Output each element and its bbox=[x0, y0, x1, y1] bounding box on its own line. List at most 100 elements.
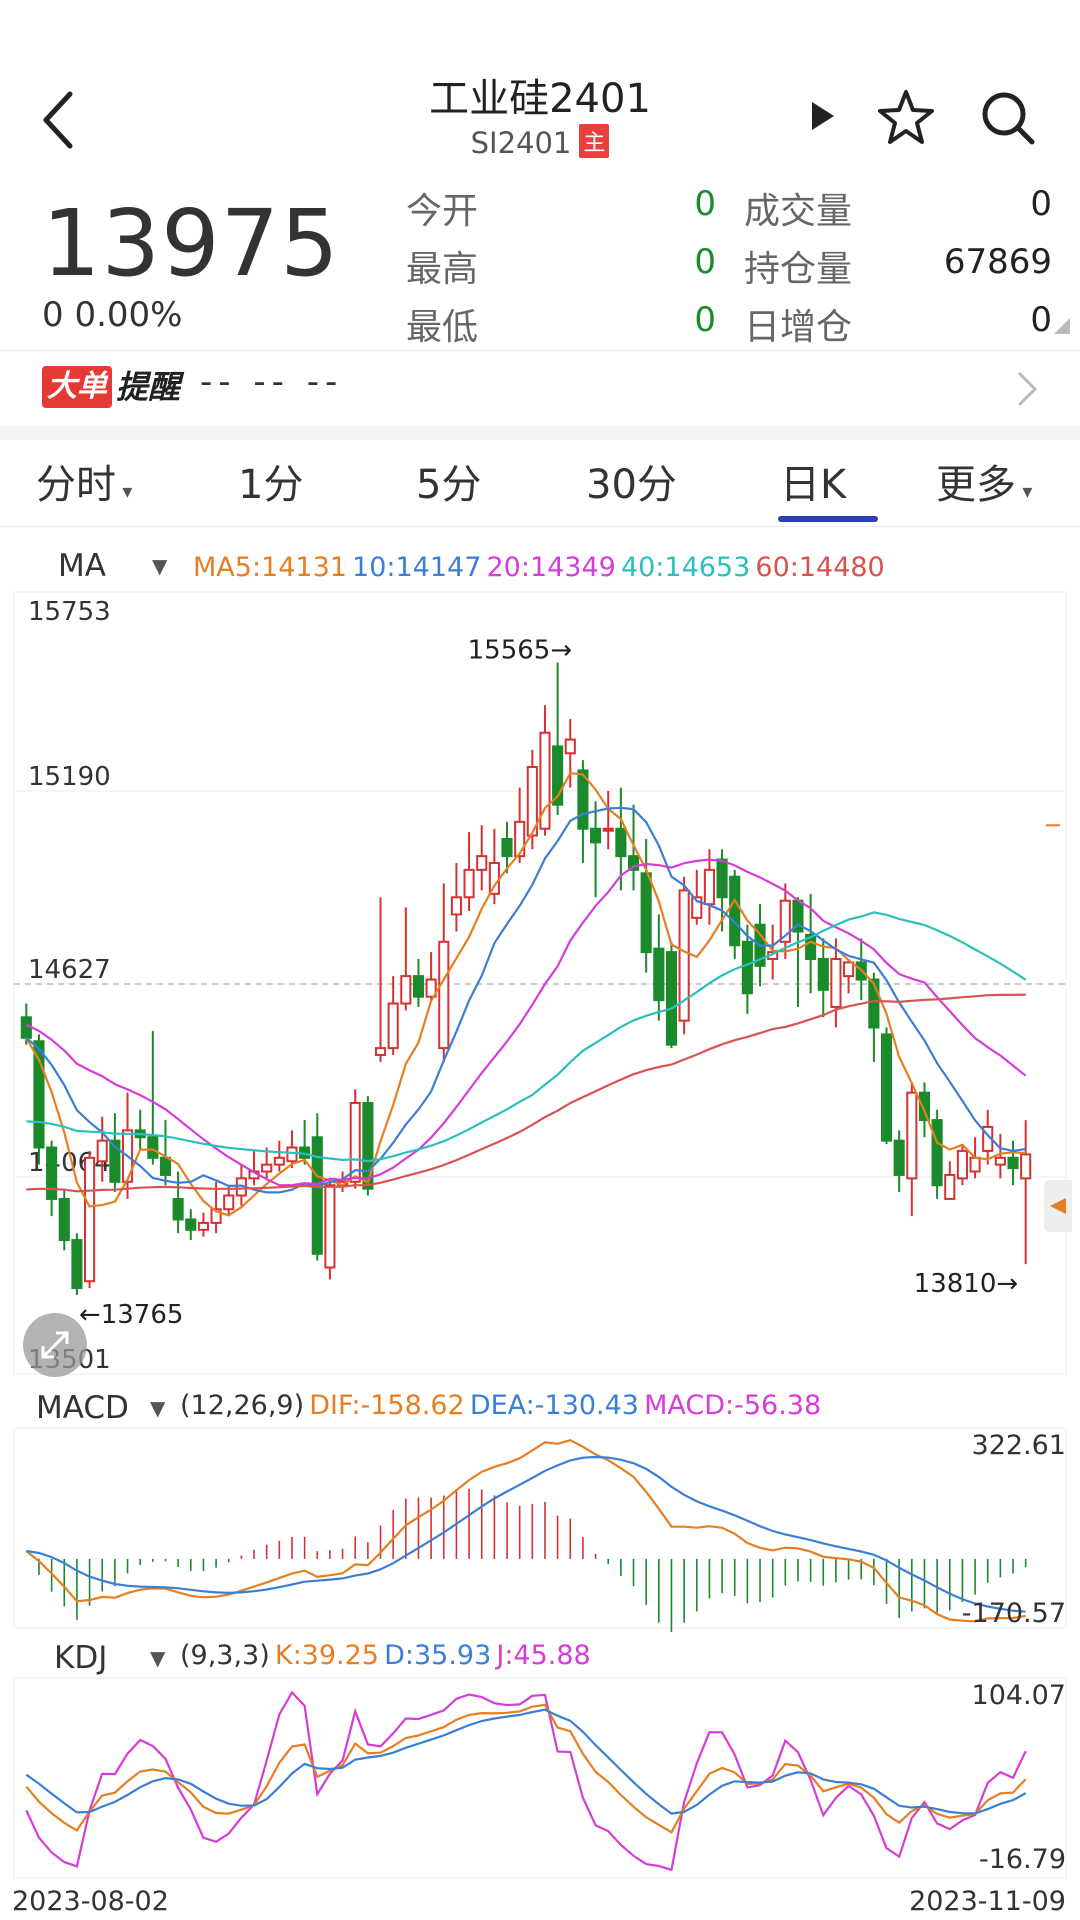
candle-body bbox=[716, 858, 728, 899]
tab-5min[interactable]: 5分 bbox=[416, 462, 482, 508]
macd-axis-top: 322.61 bbox=[971, 1430, 1066, 1461]
back-icon[interactable] bbox=[40, 88, 80, 152]
macd-name: MACD bbox=[36, 1390, 129, 1426]
tab-30min[interactable]: 30分 bbox=[586, 462, 677, 508]
page-title: 工业硅2401 bbox=[429, 76, 651, 122]
dif-line bbox=[25, 1439, 1026, 1623]
candle-body bbox=[918, 1091, 931, 1122]
candle-body bbox=[501, 837, 513, 858]
d-line bbox=[25, 1708, 1027, 1815]
candle-body bbox=[868, 978, 880, 1029]
play-icon[interactable] bbox=[810, 100, 836, 132]
star-icon[interactable] bbox=[876, 88, 936, 148]
expand-chart-icon[interactable] bbox=[22, 1312, 88, 1378]
candle-body bbox=[893, 1139, 905, 1176]
chevron-right-icon[interactable] bbox=[1016, 370, 1038, 408]
candle-body bbox=[223, 1194, 235, 1211]
kdj-j: J:45.88 bbox=[496, 1640, 591, 1671]
open-interest-label: 持仓量 bbox=[744, 249, 853, 290]
macd-dif: DIF:-158.62 bbox=[309, 1390, 465, 1421]
candle-body bbox=[805, 933, 817, 960]
candle-body bbox=[817, 957, 829, 991]
macd-indicator-selector[interactable]: MACD bbox=[36, 1390, 129, 1426]
ma10-line bbox=[25, 806, 1026, 1194]
candle-body bbox=[261, 1163, 273, 1173]
candle-body bbox=[640, 872, 652, 954]
volume-value: 0 bbox=[1030, 184, 1052, 224]
ma20-line bbox=[25, 858, 1027, 1187]
macd-value: MACD:-56.38 bbox=[644, 1390, 822, 1421]
candle-body bbox=[969, 1156, 981, 1173]
chart-frame bbox=[13, 591, 1067, 1375]
last-price: 13975 bbox=[42, 190, 340, 297]
macd-params: (12,26,9) bbox=[180, 1390, 305, 1421]
dea-line bbox=[26, 1455, 1026, 1613]
ma20-value: 20:14349 bbox=[486, 552, 616, 583]
candle-body bbox=[552, 745, 564, 806]
search-icon[interactable] bbox=[980, 90, 1036, 146]
date-start: 2023-08-02 bbox=[12, 1886, 169, 1917]
kdj-axis-bottom: -16.79 bbox=[978, 1844, 1066, 1875]
candle-body bbox=[678, 889, 690, 1022]
macd-chart bbox=[13, 1427, 1067, 1632]
caret-down-icon[interactable]: ▼ bbox=[150, 1396, 166, 1420]
low-label: 最低 bbox=[406, 307, 479, 348]
annotation-recent-low: 13810→ bbox=[914, 1269, 1019, 1299]
big-order-alert-bar[interactable] bbox=[0, 350, 1080, 427]
caret-down-icon[interactable]: ▼ bbox=[152, 554, 168, 578]
ma40-value: 40:14653 bbox=[620, 552, 751, 583]
tab-timeshare-label: 分时 bbox=[36, 462, 116, 508]
kdj-axis-top: 104.07 bbox=[971, 1680, 1066, 1711]
candle-body bbox=[602, 827, 614, 832]
candle-body bbox=[880, 1033, 893, 1142]
ma60-value: 60:14480 bbox=[755, 552, 885, 583]
candle-body bbox=[944, 1173, 956, 1200]
candle-body bbox=[412, 975, 425, 998]
candle-body bbox=[185, 1218, 197, 1231]
candle-body bbox=[362, 1101, 374, 1190]
tab-1min[interactable]: 1分 bbox=[238, 462, 304, 508]
candle-body bbox=[374, 1047, 387, 1056]
candle-body bbox=[843, 961, 855, 978]
macd-frame bbox=[13, 1427, 1067, 1629]
open-interest-value: 67869 bbox=[943, 242, 1052, 282]
candlestick-chart[interactable]: 157531519014627140641350115565→←13765138… bbox=[0, 590, 1080, 1380]
volume-label: 成交量 bbox=[744, 191, 853, 232]
candle-body bbox=[273, 1156, 285, 1166]
tab-daily-k[interactable]: 日K bbox=[780, 462, 847, 508]
macd-axis-bottom: -170.57 bbox=[961, 1598, 1066, 1629]
tab-more[interactable]: 更多 ▾ bbox=[936, 452, 1032, 510]
open-label: 今开 bbox=[406, 191, 479, 232]
caret-left-icon[interactable] bbox=[1048, 1196, 1068, 1216]
caret-down-icon: ▾ bbox=[116, 479, 133, 503]
candle-body bbox=[665, 951, 678, 1046]
candle-body bbox=[349, 1101, 361, 1183]
kdj-name: KDJ bbox=[54, 1640, 108, 1676]
caret-down-icon[interactable]: ▼ bbox=[150, 1646, 166, 1670]
ma-legend: MA5:14131 10:14147 20:14349 40:14653 60:… bbox=[193, 552, 885, 583]
candle-body bbox=[450, 896, 462, 916]
kdj-frame bbox=[13, 1677, 1067, 1879]
ma40-line bbox=[26, 911, 1027, 1163]
high-value: 0 bbox=[694, 242, 716, 282]
candle-body bbox=[590, 827, 602, 844]
candle-body bbox=[741, 940, 753, 995]
kdj-indicator-selector[interactable]: KDJ bbox=[54, 1640, 107, 1676]
ma60-line bbox=[26, 993, 1026, 1193]
candle-body bbox=[210, 1208, 222, 1224]
candle-body bbox=[84, 1156, 96, 1283]
candle-body bbox=[577, 769, 589, 830]
candle-body bbox=[526, 766, 538, 837]
alert-value: -- -- -- bbox=[200, 362, 344, 402]
ma-indicator-selector[interactable]: MA bbox=[58, 548, 106, 584]
tabs-divider bbox=[0, 526, 1080, 527]
main-contract-badge: 主 bbox=[579, 124, 610, 158]
candle-body bbox=[994, 1156, 1006, 1166]
ma-name: MA bbox=[58, 548, 106, 584]
k-line bbox=[25, 1703, 1027, 1834]
candle-body bbox=[33, 1040, 45, 1149]
ma10-value: 10:14147 bbox=[352, 552, 482, 583]
ma5-value: MA5:14131 bbox=[193, 552, 347, 583]
candle-body bbox=[830, 957, 842, 1008]
tab-timeshare[interactable]: 分时 ▾ bbox=[36, 452, 132, 510]
